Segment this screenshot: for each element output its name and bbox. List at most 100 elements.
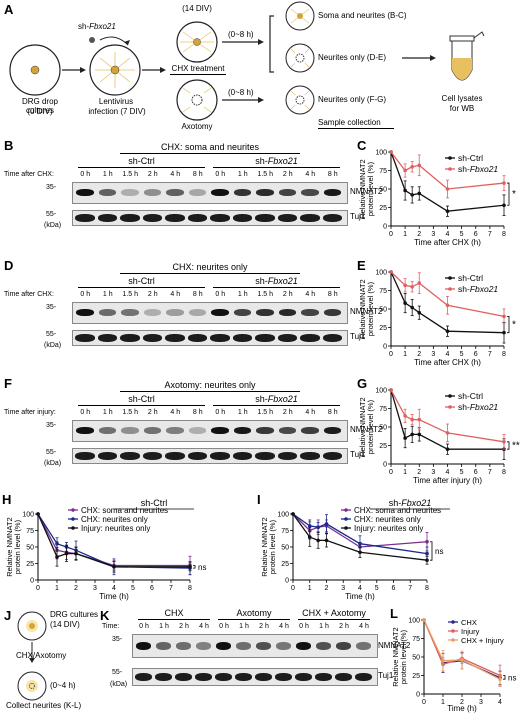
lane-label: 4 h <box>199 623 209 630</box>
x-axis-label: Time (h) <box>447 704 477 713</box>
y-tick-label: 0 <box>383 462 387 469</box>
significance-label: * <box>512 189 516 200</box>
tuj1-blot <box>72 330 348 346</box>
data-point <box>417 432 422 437</box>
nmnat2-band <box>216 642 231 650</box>
x-tick-label: 5 <box>460 231 464 238</box>
nmnat2-band <box>278 427 296 434</box>
lane-label: 1 h <box>237 171 248 178</box>
time-label: Time after CHX: <box>4 171 54 178</box>
series-line <box>37 513 190 568</box>
nmnat2-blot <box>72 420 348 442</box>
data-point <box>441 658 445 663</box>
y-tick-label: 100 <box>375 270 387 277</box>
nmnat2-blot <box>132 634 378 658</box>
y-tick-label: 0 <box>416 692 420 699</box>
blot-title: Axotomy: neurites only <box>164 380 256 390</box>
data-point <box>307 535 312 539</box>
tuj1-band <box>335 673 352 681</box>
lane-label: 2 h <box>282 409 293 416</box>
nmnat2-band <box>278 189 296 196</box>
tuj1-band <box>187 334 207 342</box>
nmnat2-band <box>143 189 161 196</box>
nmnat2-band <box>256 189 274 196</box>
kda-label: (kDa) <box>110 681 128 688</box>
marker-55: 55- <box>112 669 123 676</box>
lane-label: 1 h <box>239 623 249 630</box>
blot-panel-b: B CHX: soma and neurites sh-Ctrl sh-Fbxo21 T… <box>0 138 382 238</box>
series-line <box>390 271 505 334</box>
infection-label: infection (7 DIV) <box>88 107 146 116</box>
legend-entry: sh-Fbxo21 <box>458 284 498 294</box>
sample-collection-label: Sample collection <box>318 118 381 127</box>
chart-title: sh-Ctrl <box>141 498 168 508</box>
legend-entry: CHX: neurites only <box>354 515 421 524</box>
data-point <box>410 193 414 197</box>
legend-entry: Injury: neurites only <box>354 524 423 533</box>
lane-label: 4 h <box>279 623 289 630</box>
nmnat2-band <box>98 427 116 434</box>
tuj1-band <box>210 214 230 222</box>
chx-treatment-label: CHX treatment <box>171 64 225 73</box>
x-axis-label: Time after CHX (h) <box>414 358 481 367</box>
series-line <box>292 513 428 555</box>
lane-label: 2 h <box>259 623 269 630</box>
tuj1-band <box>155 673 172 681</box>
tube-icon <box>449 31 485 81</box>
series-line <box>390 389 505 443</box>
tuj1-band <box>210 452 230 460</box>
tuj1-band <box>120 334 140 342</box>
nmnat2-band <box>196 642 211 650</box>
data-point <box>410 417 414 422</box>
nmnat2-band <box>211 309 229 316</box>
x-axis-label: Time after CHX (h) <box>414 238 481 247</box>
lysates-label-1: Cell lysates <box>441 94 483 103</box>
x-tick-label: 1 <box>441 699 445 706</box>
tuj1-band <box>165 334 185 342</box>
tuj1-blot <box>132 668 378 686</box>
panel-label-c: C <box>357 138 367 153</box>
nmnat2-band <box>323 309 341 316</box>
series-line <box>390 389 504 450</box>
nmnat2-band <box>211 427 229 434</box>
marker-35: 35- <box>46 184 57 191</box>
tuj1-band <box>215 673 232 681</box>
nmnat2-band <box>301 427 319 434</box>
legend-entry: sh-Ctrl <box>458 391 483 401</box>
tuj1-band <box>165 452 185 460</box>
group-label: CHX + Axotomy <box>302 608 366 618</box>
x-tick-label: 4 <box>358 585 362 592</box>
nmnat2-band <box>211 189 229 196</box>
y-tick-label: 25 <box>379 205 387 212</box>
tuj1-band <box>300 452 320 460</box>
drg-dish-icon <box>17 611 47 641</box>
significance-label: ** <box>512 441 520 452</box>
lane-label: 0 h <box>219 623 229 630</box>
time-label: Time: <box>102 623 120 630</box>
lane-label: 1 h <box>237 409 248 416</box>
lane-label: 4 h <box>305 291 316 298</box>
data-point <box>403 283 407 288</box>
j-time-label: (0~4 h) <box>50 681 76 690</box>
y-axis-label: Relative NMNAT2protein level (%) <box>391 627 408 686</box>
lenti-label: Lentivirus <box>98 97 134 106</box>
y-tick-label: 100 <box>375 388 387 395</box>
data-point <box>417 281 422 285</box>
nmnat2-band <box>121 189 139 196</box>
tuj1-band <box>235 673 252 681</box>
data-point <box>55 555 59 559</box>
blot-panel-k: K CHX Axotomy CHX + Axotomy Time: 0 h 1 h 2 h 4 … <box>100 606 410 714</box>
x-tick-label: 8 <box>502 351 506 358</box>
chart-e: E 0 25 50 75 100 0 1 2 3 4 5 6 7 8 Time after CHX (h) Re… <box>357 258 516 367</box>
lane-label: 4 h <box>170 409 181 416</box>
x-tick-label: 6 <box>474 231 478 238</box>
nmnat2-label: NMNAT2 <box>350 307 383 316</box>
tuj1-band <box>255 673 272 681</box>
lane-label: 4 h <box>170 171 181 178</box>
tuj1-label: Tuj1 <box>378 671 394 680</box>
data-point <box>422 618 426 622</box>
nmnat2-band <box>76 427 94 434</box>
outcome-dish-2 <box>285 43 315 73</box>
